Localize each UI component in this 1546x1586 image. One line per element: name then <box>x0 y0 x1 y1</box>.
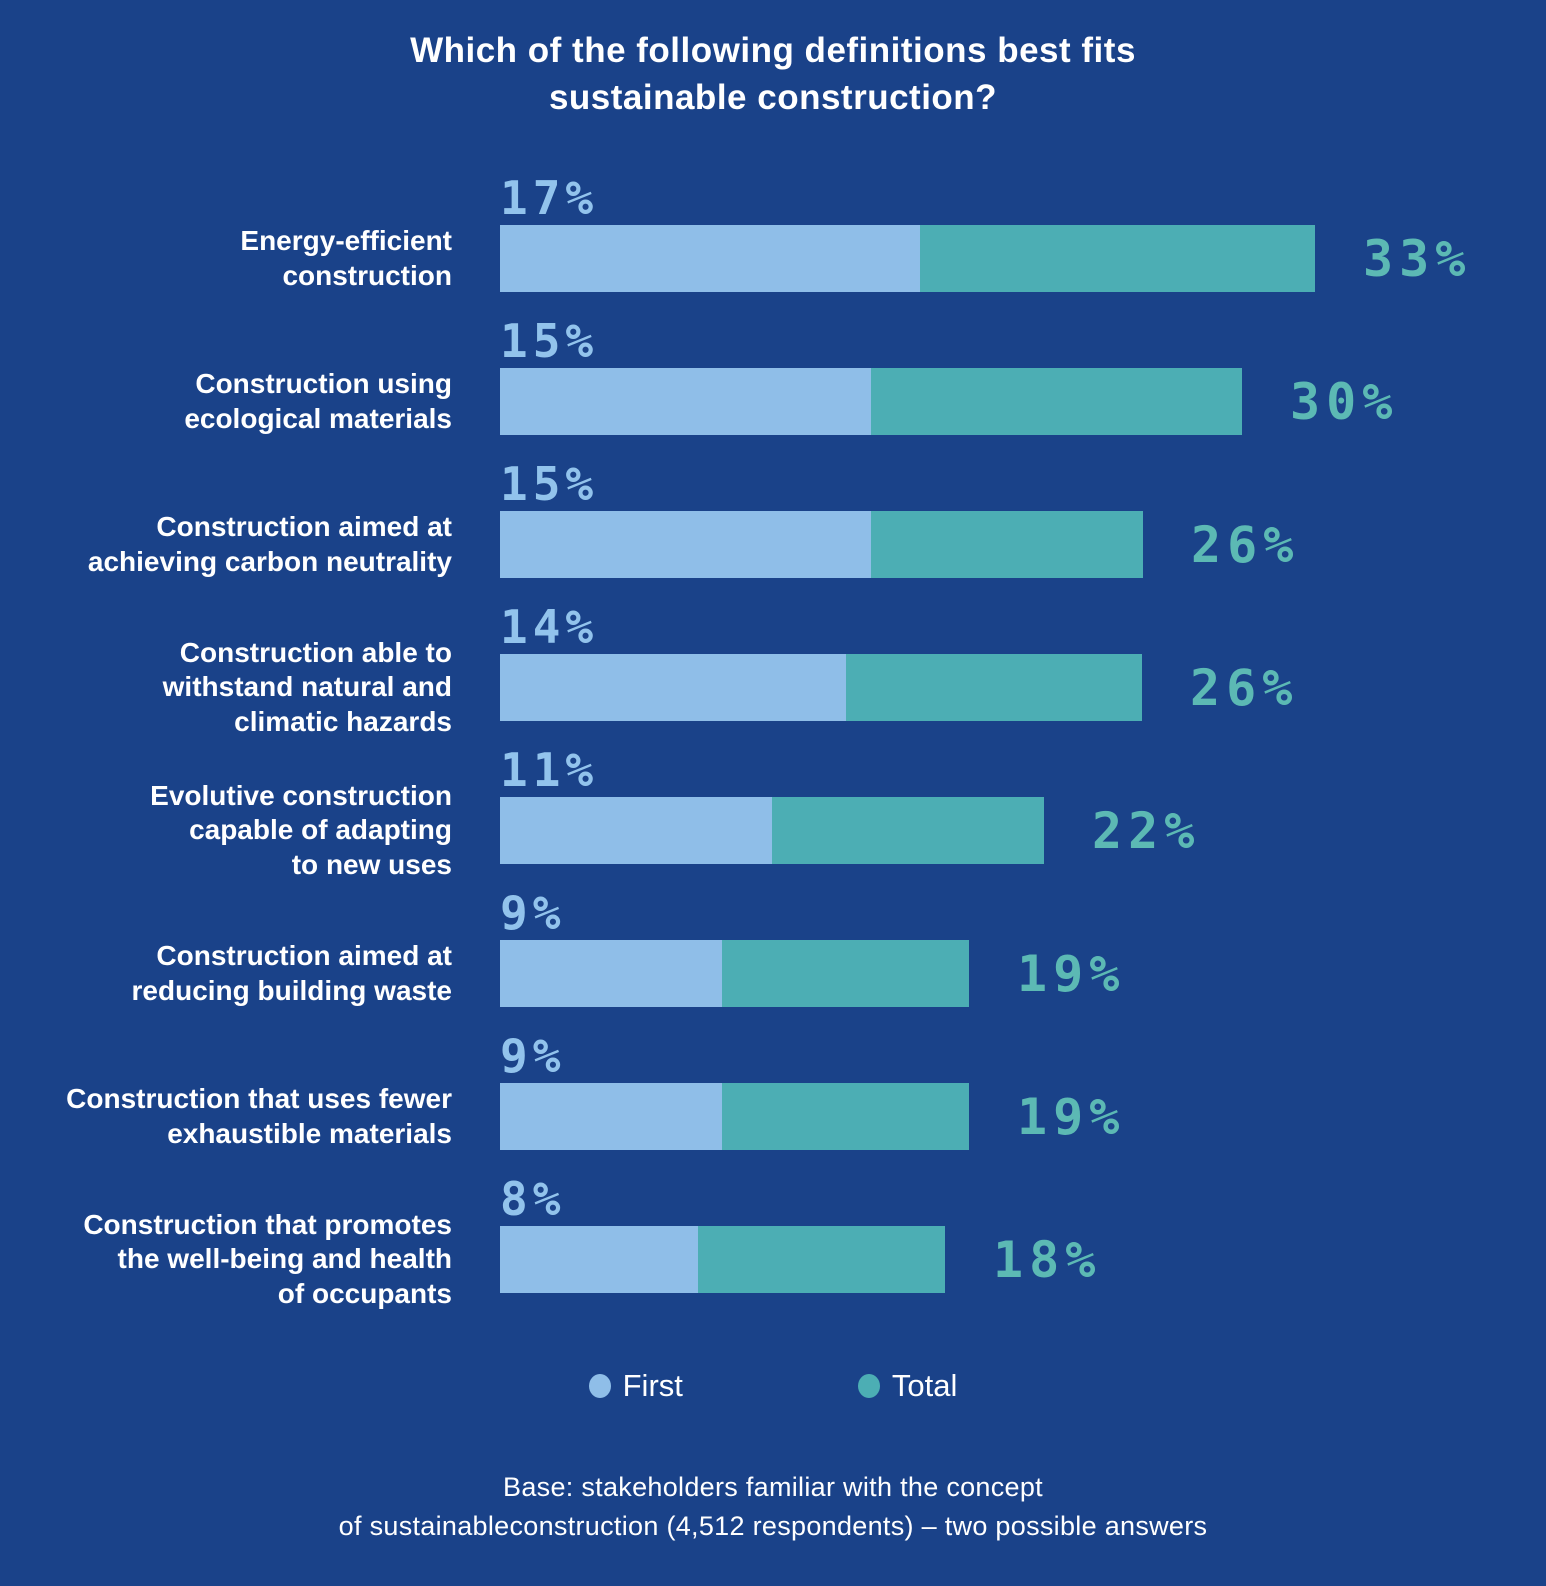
bar-segment-first <box>500 225 920 292</box>
bar-segment-total <box>698 1226 945 1293</box>
category-label: Evolutive construction capable of adapti… <box>150 780 452 880</box>
bar-row: Evolutive construction capable of adapti… <box>0 745 1546 888</box>
stacked-bar <box>500 225 1315 292</box>
total-value-label: 26% <box>1191 515 1300 574</box>
bar-wrap: 22% <box>500 797 1200 864</box>
bar-segment-first <box>500 797 772 864</box>
first-value-label: 15% <box>500 457 599 511</box>
bar-segment-first <box>500 511 871 578</box>
bar-row: Construction that promotes the well-bein… <box>0 1174 1546 1317</box>
first-value-label: 11% <box>500 743 599 797</box>
total-value-label: 18% <box>993 1230 1102 1289</box>
bar-segment-first <box>500 1083 722 1150</box>
bar-segment-total <box>722 1083 969 1150</box>
first-value-label: 8% <box>500 1172 566 1226</box>
total-value-label: 33% <box>1363 229 1472 288</box>
first-value-label: 9% <box>500 1029 566 1083</box>
first-value-label: 17% <box>500 171 599 225</box>
category-label: Construction aimed at reducing building … <box>131 940 452 1006</box>
bar-segment-first <box>500 368 871 435</box>
first-value-label: 15% <box>500 314 599 368</box>
bar-row: Energy-efficient construction 17% 33% <box>0 173 1546 316</box>
bar-segment-total <box>722 940 969 1007</box>
category-label: Construction able to withstand natural a… <box>162 637 452 737</box>
bar-wrap: 26% <box>500 654 1298 721</box>
stacked-bar <box>500 1083 969 1150</box>
category-label: Construction using ecological materials <box>184 368 452 434</box>
bar-segment-first <box>500 654 846 721</box>
category-label: Energy-efficient construction <box>240 225 452 291</box>
total-legend-dot-icon <box>857 1374 880 1398</box>
stacked-bar <box>500 940 969 1007</box>
bar-wrap: 26% <box>500 511 1299 578</box>
category-label: Construction aimed at achieving carbon n… <box>87 511 452 577</box>
total-value-label: 26% <box>1190 658 1299 717</box>
bar-row: Construction aimed at reducing building … <box>0 888 1546 1031</box>
bar-segment-first <box>500 1226 698 1293</box>
bar-segment-total <box>772 797 1044 864</box>
chart-title: Which of the following definitions best … <box>410 31 1136 117</box>
bar-segment-total <box>871 511 1143 578</box>
bar-wrap: 18% <box>500 1226 1101 1293</box>
stacked-bar <box>500 511 1143 578</box>
base-footnote: Base: stakeholders familiar with the con… <box>338 1472 1208 1542</box>
first-value-label: 9% <box>500 886 566 940</box>
bar-wrap: 19% <box>500 1083 1125 1150</box>
legend-label-first: First <box>622 1368 683 1403</box>
bar-row: Construction aimed at achieving carbon n… <box>0 459 1546 602</box>
first-value-label: 14% <box>500 600 599 654</box>
stacked-bar <box>500 368 1242 435</box>
first-legend-dot-icon <box>588 1374 611 1398</box>
bar-row: Construction able to withstand natural a… <box>0 602 1546 745</box>
bar-wrap: 33% <box>500 225 1471 292</box>
stacked-bar <box>500 654 1142 721</box>
bar-segment-total <box>871 368 1242 435</box>
total-value-label: 19% <box>1017 1087 1126 1146</box>
legend-label-total: Total <box>891 1368 958 1403</box>
legend: First Total <box>0 1368 1546 1404</box>
bar-chart: Energy-efficient construction 17% 33% Co… <box>0 173 1546 1317</box>
total-value-label: 19% <box>1017 944 1126 1003</box>
bar-segment-total <box>846 654 1142 721</box>
bar-row: Construction using ecological materials … <box>0 316 1546 459</box>
bar-wrap: 30% <box>500 368 1398 435</box>
stacked-bar <box>500 1226 945 1293</box>
total-value-label: 22% <box>1092 801 1201 860</box>
stacked-bar <box>500 797 1044 864</box>
bar-row: Construction that uses fewer exhaustible… <box>0 1031 1546 1174</box>
legend-item-first: First <box>588 1368 683 1404</box>
category-label: Construction that uses fewer exhaustible… <box>66 1083 452 1149</box>
category-label: Construction that promotes the well-bein… <box>83 1209 452 1309</box>
total-value-label: 30% <box>1290 372 1399 431</box>
bar-wrap: 19% <box>500 940 1125 1007</box>
bar-segment-total <box>920 225 1315 292</box>
legend-item-total: Total <box>857 1368 958 1404</box>
bar-segment-first <box>500 940 722 1007</box>
